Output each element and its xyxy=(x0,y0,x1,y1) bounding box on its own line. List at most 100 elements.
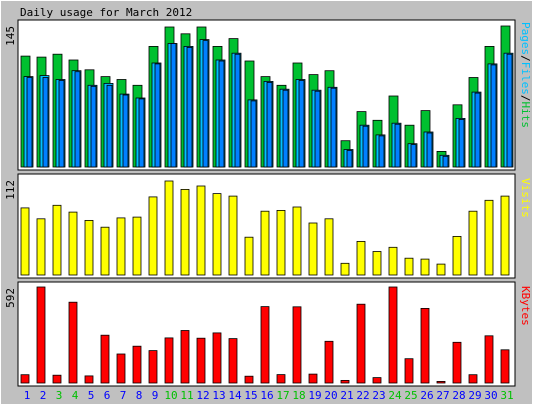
day-label: 8 xyxy=(136,389,143,402)
day-label: 12 xyxy=(196,389,209,402)
visits-bar xyxy=(452,235,462,276)
visits-bar xyxy=(148,196,158,276)
kbytes-bar xyxy=(100,334,110,384)
day-label: 5 xyxy=(88,389,95,402)
chart-title: Daily usage for March 2012 xyxy=(20,6,192,19)
pages-bar xyxy=(42,77,49,168)
visits-bar xyxy=(468,210,478,276)
kbytes-bar xyxy=(308,373,318,384)
visits-bar xyxy=(196,185,206,276)
visits-bar xyxy=(116,217,126,276)
visits-bar xyxy=(52,204,62,276)
visits-bar xyxy=(212,193,222,276)
day-label: 13 xyxy=(212,389,225,402)
kbytes-bar xyxy=(36,286,46,384)
kbytes-bar xyxy=(260,306,270,384)
hits-bars xyxy=(20,25,514,168)
day-label: 10 xyxy=(164,389,177,402)
kbytes-bar xyxy=(116,353,126,384)
day-label: 15 xyxy=(244,389,257,402)
visits-bar xyxy=(404,257,414,276)
kbytes-bar xyxy=(372,377,382,384)
pages-bar xyxy=(58,80,65,168)
visits-bar xyxy=(500,195,510,276)
kbytes-bar xyxy=(500,349,510,384)
day-label: 4 xyxy=(72,389,79,402)
kbytes-bar xyxy=(276,374,286,384)
visits-bar xyxy=(372,251,382,276)
kbytes-bar xyxy=(212,332,222,384)
day-label: 21 xyxy=(340,389,353,402)
day-label: 27 xyxy=(436,389,449,402)
visits-bar xyxy=(84,219,94,276)
day-label: 1 xyxy=(24,389,31,402)
kbytes-ymax-label: 592 xyxy=(4,288,17,308)
pages-bar xyxy=(474,92,481,168)
visits-bar xyxy=(164,180,174,276)
visits-bar xyxy=(420,258,430,276)
kbytes-bar xyxy=(228,338,238,384)
pages-bar xyxy=(458,119,465,168)
visits-bar xyxy=(484,199,494,276)
kbytes-bar xyxy=(20,374,30,384)
visits-bar xyxy=(260,210,270,276)
pages-bar xyxy=(154,63,161,168)
visits-bar xyxy=(276,209,286,276)
side-label-pages: Pages xyxy=(519,22,532,55)
visits-bar xyxy=(132,216,142,276)
visits-bar xyxy=(68,211,78,276)
pages-bar xyxy=(250,100,257,168)
visits-bar xyxy=(36,218,46,276)
kbytes-bar xyxy=(468,374,478,384)
pages-bar xyxy=(314,90,321,168)
pages-bar xyxy=(362,125,369,168)
kbytes-bar xyxy=(436,380,446,384)
day-label: 28 xyxy=(452,389,465,402)
day-label: 31 xyxy=(500,389,513,402)
pages-bar xyxy=(186,47,193,168)
pages-bar xyxy=(90,85,97,168)
visits-bar xyxy=(20,207,30,276)
day-label: 26 xyxy=(420,389,433,402)
visits-bar xyxy=(100,226,110,276)
day-label: 9 xyxy=(152,389,159,402)
pages-bar xyxy=(122,94,129,168)
kbytes-bar xyxy=(164,337,174,384)
pages-bar xyxy=(330,87,337,168)
pages-bar xyxy=(282,89,289,168)
pages-bar xyxy=(170,43,177,168)
visits-bar xyxy=(244,236,254,276)
pages-bar xyxy=(378,135,385,168)
side-label-sep1: / xyxy=(519,55,532,62)
kbytes-bar xyxy=(452,341,462,384)
visits-bar xyxy=(180,188,190,276)
day-label: 18 xyxy=(292,389,305,402)
day-label: 29 xyxy=(468,389,481,402)
day-label: 2 xyxy=(40,389,47,402)
visits-side-label: Visits xyxy=(519,178,532,218)
day-label: 16 xyxy=(260,389,273,402)
kbytes-bar xyxy=(148,350,158,384)
kbytes-bar xyxy=(484,335,494,384)
pages-bar xyxy=(346,150,353,168)
kbytes-bar xyxy=(388,286,398,384)
day-label: 17 xyxy=(276,389,289,402)
day-label: 19 xyxy=(308,389,321,402)
visits-bar xyxy=(340,262,350,276)
kbytes-bar xyxy=(244,375,254,384)
side-label-sep2: / xyxy=(519,95,532,102)
kbytes-bar xyxy=(324,340,334,384)
kbytes-bars xyxy=(20,286,510,384)
pages-bar xyxy=(442,155,449,168)
pages-bar xyxy=(506,53,513,168)
pages-bar xyxy=(394,123,401,168)
day-label: 3 xyxy=(56,389,63,402)
pages-bar xyxy=(74,71,81,168)
hits-side-label: Pages/Files/Hits xyxy=(519,22,532,128)
kbytes-bar xyxy=(84,375,94,384)
day-label: 7 xyxy=(120,389,127,402)
kbytes-bar xyxy=(340,379,350,384)
hits-ymax-label: 145 xyxy=(4,26,17,46)
day-label: 24 xyxy=(388,389,402,402)
